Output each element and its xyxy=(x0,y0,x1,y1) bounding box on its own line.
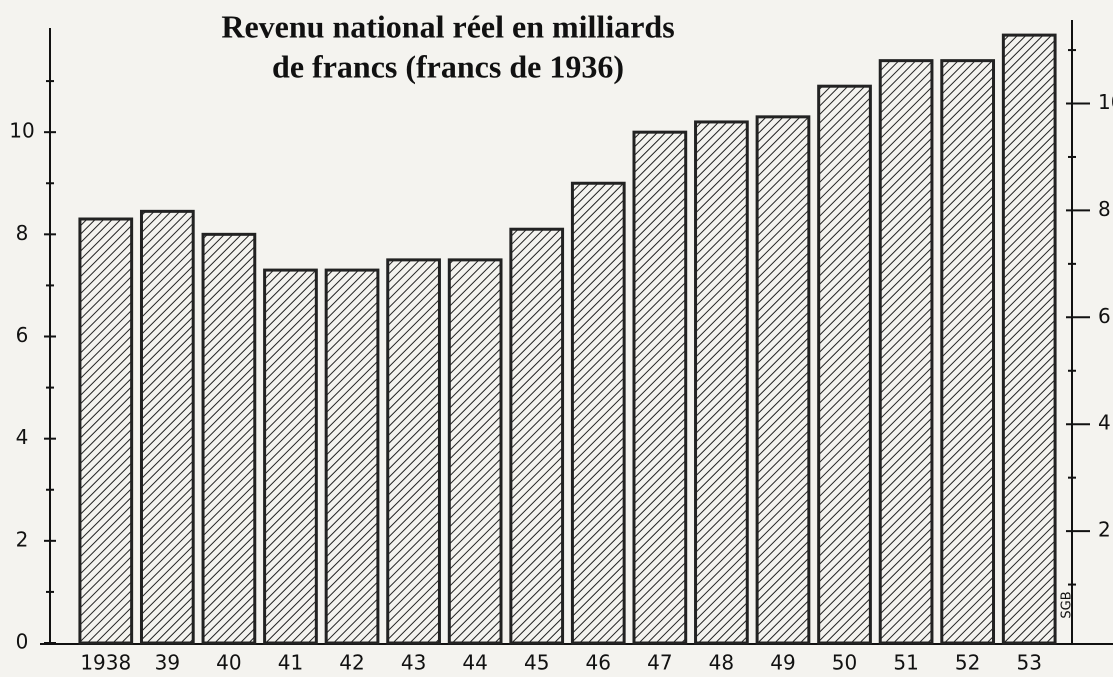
x-tick-label: 42 xyxy=(339,651,364,675)
x-tick-label: 47 xyxy=(647,651,672,675)
y2-tick-label: 10 xyxy=(1098,90,1113,114)
y-tick-label: 2 xyxy=(16,527,29,551)
x-tick-label: 46 xyxy=(586,651,611,675)
x-tick-label: 50 xyxy=(832,651,857,675)
x-tick-label: 41 xyxy=(278,651,303,675)
bar xyxy=(509,227,565,645)
bar xyxy=(755,115,811,645)
bar xyxy=(201,232,257,645)
x-tick-label: 39 xyxy=(155,651,180,675)
bar xyxy=(570,181,626,645)
chart-title: Revenu national réel en milliards xyxy=(221,8,674,44)
x-tick-label: 40 xyxy=(216,651,241,675)
annotation: SGB xyxy=(1060,591,1075,618)
bar xyxy=(878,59,934,645)
y-tick-label: 10 xyxy=(9,119,34,143)
x-tick-label: 52 xyxy=(955,651,980,675)
x-tick-label: 51 xyxy=(893,651,918,675)
bar xyxy=(694,120,749,645)
bar xyxy=(940,59,996,645)
bar xyxy=(632,130,688,645)
x-tick-label: 45 xyxy=(524,651,549,675)
y2-tick-label: 8 xyxy=(1098,197,1111,221)
x-tick-label: 48 xyxy=(709,651,734,675)
bar xyxy=(139,209,195,645)
bar xyxy=(1001,33,1057,645)
x-tick-label: 49 xyxy=(770,651,795,675)
bar xyxy=(78,217,134,645)
x-tick-label: 44 xyxy=(462,651,487,675)
y-tick-label: 6 xyxy=(16,323,29,347)
y-tick-label: 4 xyxy=(16,425,29,449)
y-tick-label: 0 xyxy=(16,630,29,654)
x-tick-label: 43 xyxy=(401,651,426,675)
bar xyxy=(263,268,318,645)
bar xyxy=(386,258,441,645)
x-tick-label: 53 xyxy=(1016,651,1041,675)
x-tick-label: 1938 xyxy=(80,651,131,675)
y2-tick-label: 6 xyxy=(1098,304,1111,328)
chart-title: de francs (francs de 1936) xyxy=(272,48,624,84)
y-tick-label: 8 xyxy=(16,221,29,245)
y2-tick-label: 2 xyxy=(1098,518,1111,542)
bar xyxy=(817,84,872,645)
y2-tick-label: 4 xyxy=(1098,411,1111,435)
bar xyxy=(447,258,503,645)
bar xyxy=(324,268,380,645)
